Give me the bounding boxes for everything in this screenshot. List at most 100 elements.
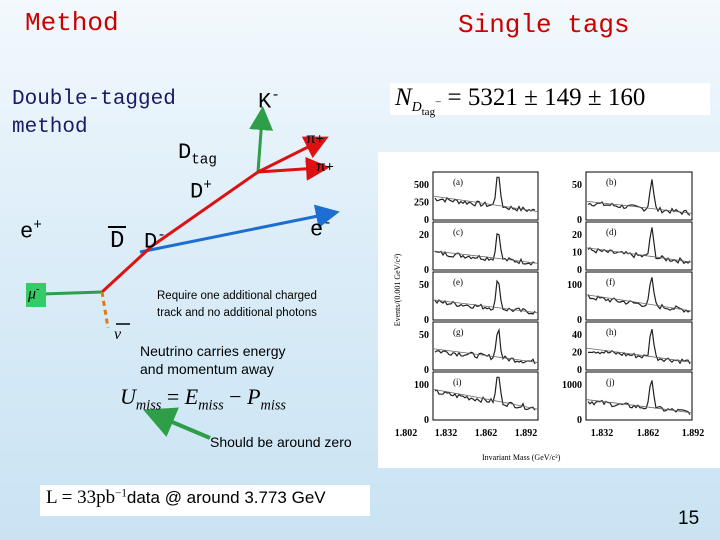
y-tick-label: 0 — [424, 215, 429, 226]
t: π — [306, 130, 316, 146]
fit-curve — [432, 348, 539, 363]
pion: π+ — [316, 158, 334, 174]
muon-track — [41, 290, 103, 296]
y-tick-label: 50 — [572, 180, 582, 191]
panel-label: (a) — [453, 177, 463, 187]
y-tick-label: 50 — [419, 330, 429, 341]
fit-curve — [585, 294, 693, 312]
t: D — [178, 140, 192, 165]
t: −1 — [115, 487, 127, 500]
histogram-trace — [434, 376, 536, 411]
y-tick-label: 100 — [414, 380, 429, 391]
fit-curve — [432, 195, 539, 213]
yield-box — [390, 83, 710, 115]
t: - — [157, 228, 166, 244]
panel-frame — [585, 271, 693, 321]
x-tick-label: 1.802 — [395, 428, 418, 439]
y-tick-label: 0 — [577, 315, 582, 326]
panel-label: (j) — [606, 377, 615, 387]
t: e — [310, 217, 324, 243]
zero-note: Should be around zero — [210, 434, 352, 450]
t: miss — [260, 397, 286, 414]
x-tick-label: 1.832 — [435, 428, 458, 439]
histogram-trace — [587, 380, 691, 416]
panel-label: (b) — [606, 177, 617, 187]
panel-frame — [585, 221, 693, 271]
note-line: and momentum away — [140, 361, 274, 377]
dbar: D — [110, 228, 125, 255]
fit-curve — [432, 299, 539, 314]
eplus: e+ — [20, 218, 42, 244]
histogram-trace — [434, 233, 536, 266]
panel-frame — [585, 321, 693, 371]
y-tick-label: 20 — [419, 230, 429, 241]
t: N — [395, 84, 412, 111]
histogram-trace — [434, 279, 536, 315]
x-tick-label: 1.832 — [591, 428, 614, 439]
dminus-track — [100, 244, 154, 294]
zero-arrow — [143, 407, 211, 440]
y-tick-label: 500 — [414, 180, 429, 191]
yield-formula: NDtag− = 5321 ± 149 ± 160 — [395, 84, 645, 118]
t: π — [316, 158, 326, 174]
histogram-trace — [587, 328, 691, 365]
t: miss — [135, 397, 162, 414]
x-tick-label: 1.862 — [475, 428, 498, 439]
y-tick-label: 0 — [424, 315, 429, 326]
dtag: Dtag — [178, 140, 217, 168]
y-tick-label: 50 — [419, 280, 429, 291]
panel-label: (h) — [606, 327, 617, 337]
panel-label: (f) — [606, 277, 615, 287]
y-tick-label: 0 — [424, 365, 429, 376]
y-tick-label: 100 — [567, 280, 582, 291]
t: - — [36, 284, 40, 295]
neutrino: ν — [114, 326, 122, 343]
t: = 5321 ± 149 ± 160 — [447, 84, 646, 111]
muon-box — [26, 283, 46, 307]
muon: μ- — [28, 284, 40, 303]
t: data @ around 3.773 GeV — [126, 488, 326, 507]
panel-frame — [585, 171, 693, 221]
t: = — [166, 384, 180, 409]
panel-label: (i) — [453, 377, 462, 387]
t: e — [20, 219, 34, 245]
panel-frame — [432, 171, 539, 221]
neutrino-note: Neutrino carries energy and momentum awa… — [140, 342, 286, 378]
t: - — [323, 216, 332, 232]
lumi-box — [40, 485, 370, 516]
luminosity: L = 33pb−1data @ around 3.773 GeV — [46, 487, 326, 509]
require-note: Require one additional charged track and… — [157, 288, 317, 322]
panel-label: (d) — [606, 227, 617, 237]
y-tick-label: 0 — [577, 215, 582, 226]
kaon: K- — [258, 88, 280, 114]
t: − — [435, 96, 442, 109]
fit-curve — [432, 388, 539, 410]
dplus: D+ — [190, 178, 212, 204]
panel-frame — [432, 221, 539, 271]
x-tick-label: 1.892 — [682, 428, 705, 439]
t: D — [190, 179, 204, 205]
fit-curve — [585, 347, 693, 363]
x-axis-title: Invariant Mass (GeV/c²) — [482, 453, 561, 462]
t: − — [229, 384, 242, 409]
t: + — [33, 218, 42, 234]
panel-frame — [432, 371, 539, 421]
method-line: Double-tagged — [12, 88, 176, 111]
t: + — [315, 130, 324, 146]
neutrino-track — [100, 291, 110, 329]
fit-curve — [585, 247, 693, 263]
pion-track — [257, 156, 330, 181]
fit-curve — [585, 200, 693, 214]
histogram-trace — [434, 176, 536, 213]
t: miss — [198, 397, 224, 414]
y-tick-label: 0 — [577, 415, 582, 426]
t: tag — [421, 105, 436, 118]
y-tick-label: 0 — [577, 265, 582, 276]
t: - — [271, 88, 280, 104]
panel-label: (g) — [453, 327, 464, 337]
title: Method — [25, 8, 119, 38]
histogram-trace — [587, 277, 691, 313]
y-tick-label: 20 — [572, 348, 582, 359]
